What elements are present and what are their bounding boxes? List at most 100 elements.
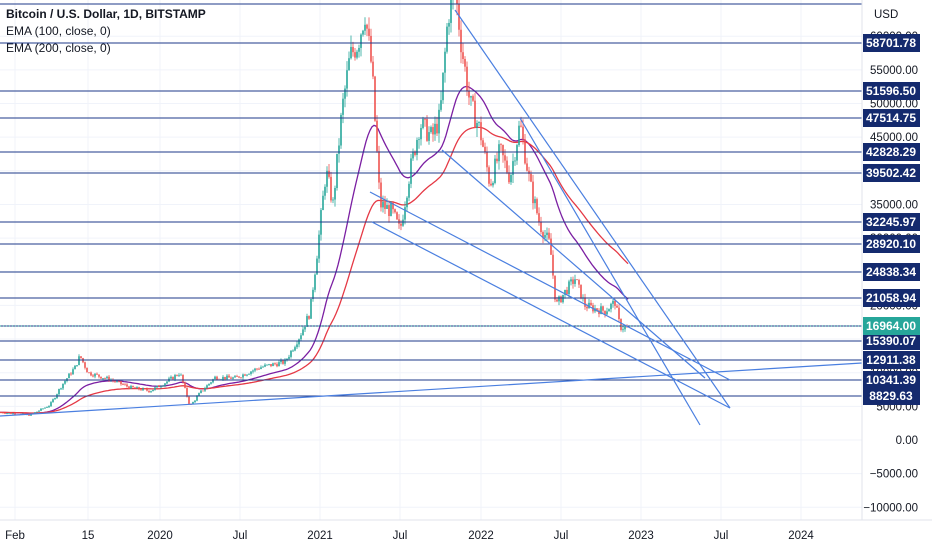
- trendline[interactable]: [0, 362, 863, 417]
- candle-body: [376, 120, 378, 152]
- candle-body: [366, 24, 368, 29]
- candle-body: [260, 367, 262, 369]
- candle-body: [180, 374, 182, 376]
- level-tag: [863, 289, 920, 307]
- candle-body: [472, 96, 474, 101]
- candle-body: [162, 385, 164, 387]
- candle-body: [90, 372, 92, 376]
- candle-body: [546, 232, 548, 236]
- candle-body: [544, 235, 546, 238]
- candle-body: [116, 381, 118, 382]
- candle-body: [362, 30, 364, 35]
- candle-body: [618, 307, 620, 320]
- candle-body: [364, 24, 366, 31]
- level-tags: 58701.78 51596.50 47514.75 42828.29 39502.42…: [863, 34, 920, 405]
- candle-body: [566, 289, 568, 295]
- candle-body: [252, 370, 254, 372]
- candle-body: [380, 182, 382, 208]
- price-tick: 0.00: [896, 435, 918, 447]
- candle-body: [286, 358, 288, 360]
- time-tick: 15: [82, 530, 95, 542]
- candle-body: [68, 373, 70, 379]
- candle-body: [204, 388, 206, 391]
- candle-body: [272, 363, 274, 367]
- candle-body: [568, 281, 570, 295]
- candle-body: [304, 326, 306, 330]
- candle-body: [500, 144, 502, 145]
- candle-body: [132, 385, 134, 388]
- candle-body: [440, 100, 442, 110]
- candle-body: [172, 376, 174, 380]
- trendline[interactable]: [369, 191, 731, 381]
- candle-body: [72, 369, 74, 375]
- candle-body: [528, 170, 530, 174]
- ema200-legend[interactable]: EMA (200, close, 0): [6, 41, 111, 55]
- candle-body: [614, 300, 616, 306]
- level-tag: [863, 143, 920, 161]
- candle-body: [118, 381, 120, 382]
- candle-body: [236, 376, 238, 377]
- candle-body: [186, 387, 188, 397]
- candle-body: [134, 387, 136, 389]
- candle-body: [6, 413, 8, 415]
- candle-body: [120, 381, 122, 385]
- candle-body: [238, 376, 240, 378]
- trendline[interactable]: [454, 9, 731, 409]
- trendline[interactable]: [519, 117, 701, 426]
- trendlines[interactable]: [0, 9, 863, 426]
- candle-body: [280, 360, 282, 363]
- candles: [0, 0, 628, 416]
- symbol-title[interactable]: Bitcoin / U.S. Dollar, 1D, BITSTAMP: [6, 7, 206, 21]
- candle-body: [104, 378, 106, 379]
- candle-body: [390, 202, 392, 217]
- candle-body: [588, 302, 590, 309]
- price-tick: 55000.00: [870, 65, 918, 77]
- candle-body: [524, 139, 526, 164]
- level-tag: [863, 263, 920, 281]
- candle-body: [276, 364, 278, 367]
- trendline[interactable]: [371, 221, 731, 409]
- level-tag-label: 47514.75: [866, 111, 916, 125]
- candle-body: [520, 125, 522, 127]
- candle-body: [516, 145, 518, 161]
- candle-body: [526, 163, 528, 171]
- candle-body: [392, 202, 394, 210]
- candle-body: [8, 412, 10, 414]
- candle-body: [10, 412, 12, 414]
- current-price-tag: [863, 317, 920, 335]
- level-tag: [863, 82, 920, 100]
- time-axis[interactable]: Feb 15 2020 Jul 2021 Jul 2022 Jul 2023 Jul 2024: [0, 519, 932, 542]
- candle-body: [256, 368, 258, 370]
- candle-body: [330, 176, 332, 201]
- candle-body: [248, 373, 250, 375]
- candle-body: [126, 384, 128, 387]
- candle-body: [176, 375, 178, 376]
- level-tag: [863, 371, 920, 389]
- candle-body: [476, 123, 478, 128]
- candle-body: [86, 367, 88, 373]
- candle-body: [584, 297, 586, 307]
- candle-body: [324, 186, 326, 196]
- candle-body: [574, 279, 576, 284]
- trendline[interactable]: [441, 149, 706, 379]
- candle-body: [164, 383, 166, 386]
- candle-body: [140, 389, 142, 391]
- candle-body: [354, 52, 356, 58]
- candle-body: [394, 209, 396, 213]
- support-resistance-lines[interactable]: [0, 3, 862, 397]
- ema100-legend[interactable]: EMA (100, close, 0): [6, 24, 111, 38]
- level-tag-label: 39502.42: [866, 166, 916, 180]
- candle-body: [358, 47, 360, 52]
- candle-body: [334, 188, 336, 200]
- time-tick: 2024: [788, 530, 814, 542]
- candle-body: [38, 410, 40, 412]
- candle-body: [314, 274, 316, 290]
- candle-body: [538, 213, 540, 222]
- candle-body: [478, 122, 480, 124]
- candle-body: [58, 389, 60, 395]
- candle-body: [178, 374, 180, 376]
- candle-body: [462, 52, 464, 59]
- candle-body: [202, 390, 204, 392]
- candle-body: [184, 382, 186, 388]
